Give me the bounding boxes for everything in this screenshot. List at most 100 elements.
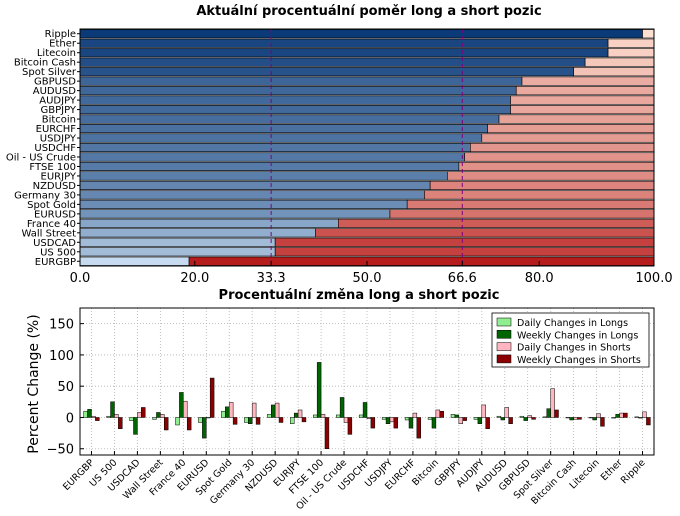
change-bar — [179, 392, 184, 418]
change-bar — [83, 410, 88, 418]
category-label: Germany 30 — [14, 190, 76, 201]
short-bar — [642, 29, 655, 39]
short-bar — [607, 38, 655, 48]
change-bar — [110, 401, 115, 418]
category-label: Bitcoin Cash — [14, 58, 76, 69]
change-bar — [278, 417, 284, 423]
change-bar — [519, 415, 525, 418]
change-chart: Procentuální změna long a short pozic Pe… — [26, 288, 655, 512]
change-bar — [389, 417, 395, 423]
long-bar — [79, 161, 460, 172]
change-bar — [244, 417, 249, 423]
short-bar — [337, 218, 655, 228]
long-bar — [79, 247, 276, 257]
change-bar — [412, 412, 418, 418]
category-label: Ether — [49, 39, 77, 50]
legend-swatch — [496, 330, 512, 339]
long-bar — [79, 228, 316, 238]
reference-lines — [270, 29, 463, 266]
short-bar — [510, 95, 655, 105]
long-bar — [79, 57, 586, 67]
long-bar — [79, 152, 465, 162]
change-bar — [293, 412, 299, 418]
change-bar — [137, 412, 142, 418]
long-bar — [79, 218, 339, 228]
long-bar — [79, 29, 643, 39]
change-bar — [504, 407, 509, 418]
change-bar — [573, 417, 578, 420]
category-label: Oil - US Crude — [6, 152, 76, 163]
change-bar — [531, 417, 536, 420]
short-bar — [315, 228, 655, 238]
category-label: AUDUSD — [33, 86, 77, 97]
change-bar — [592, 417, 597, 421]
change-bar — [133, 417, 138, 435]
legend-box — [491, 312, 650, 368]
change-bar — [523, 417, 528, 421]
change-bar — [527, 415, 532, 418]
change-bar — [385, 417, 391, 424]
change-bars — [83, 362, 651, 449]
y-tick-label: −50 — [47, 443, 74, 458]
change-bar — [313, 414, 318, 418]
category-label: EURCHF — [36, 124, 77, 135]
category-label: USDJPY — [40, 134, 77, 145]
long-bar — [79, 142, 471, 153]
category-label: France 40 — [27, 219, 76, 230]
short-bar — [487, 124, 655, 134]
change-bar — [623, 412, 628, 418]
change-bar — [225, 406, 230, 418]
change-y-axis: −50 0 50 100 150 — [47, 318, 84, 458]
change-bar — [366, 417, 372, 419]
long-bar — [79, 237, 276, 247]
change-bar — [343, 417, 349, 423]
change-bar — [619, 412, 624, 418]
long-bar — [79, 48, 609, 58]
change-bar — [221, 410, 226, 418]
long-bar — [79, 76, 523, 86]
change-bar — [577, 417, 582, 420]
short-bar — [510, 105, 655, 115]
change-bar — [335, 414, 341, 418]
category-label: Bitcoin — [42, 115, 76, 126]
change-bar — [477, 417, 483, 424]
short-bar — [498, 114, 655, 124]
change-bar — [339, 397, 345, 418]
category-label: EURJPY — [41, 171, 77, 182]
category-label: EURGBP — [35, 257, 76, 268]
category-label: EURUSD — [34, 209, 76, 220]
y-tick-label: 150 — [49, 318, 74, 333]
category-label: US 500 — [40, 247, 76, 258]
category-label: USDCHF — [34, 143, 76, 154]
change-bar — [358, 414, 364, 418]
change-bar — [600, 417, 605, 427]
change-bar — [546, 408, 551, 418]
change-bar — [186, 417, 192, 431]
change-bar — [611, 417, 616, 419]
change-bar — [91, 415, 96, 418]
change-bar — [408, 417, 414, 429]
change-bar — [481, 404, 486, 418]
x-tick-label: 100.0 — [635, 271, 672, 286]
change-bar — [596, 413, 601, 418]
change-bar — [550, 388, 555, 418]
change-bar — [248, 417, 253, 424]
change-bar — [569, 417, 574, 421]
change-bar — [274, 402, 280, 418]
change-bar — [362, 402, 368, 418]
change-bar — [427, 417, 433, 420]
short-bar — [464, 152, 655, 162]
change-bar — [347, 417, 353, 435]
x-tick-label: 66.6 — [448, 271, 477, 286]
change-bar — [450, 414, 456, 418]
change-bar — [232, 417, 238, 425]
ratio-bars — [79, 29, 655, 266]
change-bar — [324, 417, 330, 449]
category-label: AUDJPY — [39, 96, 77, 107]
short-bar — [481, 133, 655, 143]
change-bar — [381, 417, 387, 420]
change-bar — [152, 417, 157, 420]
change-chart-title: Procentuální změna long a short pozic — [219, 288, 500, 303]
change-chart-ylabel: Percent Change (%) — [26, 314, 42, 453]
